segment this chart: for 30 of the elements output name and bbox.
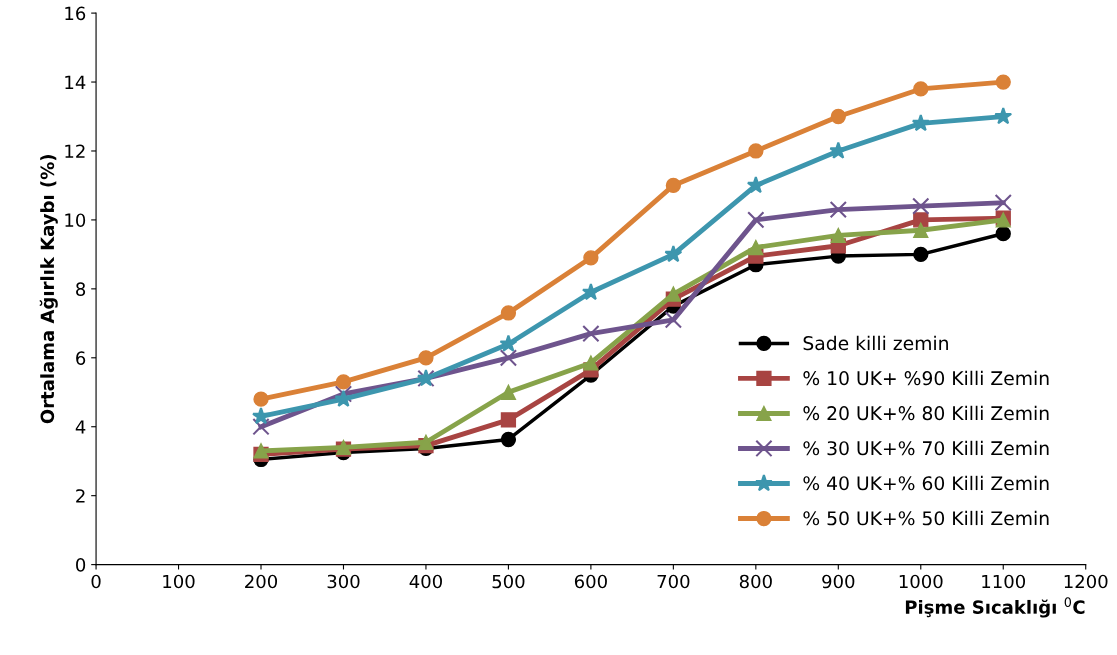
legend-label: % 10 UK+ %90 Killi Zemin [803, 370, 1049, 386]
x-tick-label: 200 [245, 574, 278, 589]
x-tick-label: 700 [657, 574, 690, 589]
x-tick-label: 300 [327, 574, 360, 589]
y-tick-label: 14 [65, 75, 86, 89]
x-tick-label: 100 [163, 574, 195, 589]
y-tick-label: 8 [76, 282, 86, 296]
x-tick-label: 500 [492, 574, 525, 589]
x-tick-label: 0 [91, 574, 101, 589]
legend-label: % 30 UK+% 70 Killi Zemin [803, 440, 1049, 456]
x-tick-label: 1100 [982, 574, 1026, 589]
x-tick-label: 1200 [1064, 574, 1108, 589]
x-tick-label: 1000 [899, 574, 943, 589]
legend-label: % 50 UK+% 50 Killi Zemin [803, 510, 1049, 526]
y-tick-label: 6 [76, 351, 86, 365]
x-tick-label: 800 [739, 574, 772, 589]
y-tick-label: 12 [65, 144, 85, 158]
x-tick-label: 900 [822, 574, 855, 589]
x-axis-title: Pişme Sıcaklığı $^{0}$C [905, 597, 1085, 618]
y-tick-label: 2 [76, 489, 85, 503]
y-tick-label: 0 [76, 558, 86, 572]
legend-label: % 40 UK+% 60 Killi Zemin [803, 475, 1049, 491]
y-axis-title: Ortalama Ağırlık Kaybı (%) [39, 155, 58, 424]
x-tick-label: 400 [409, 574, 442, 589]
y-tick-label: 16 [65, 6, 86, 21]
legend-label: % 20 UK+% 80 Killi Zemin [803, 405, 1049, 421]
y-tick-label: 4 [75, 420, 86, 434]
x-tick-label: 600 [574, 574, 607, 589]
y-tick-label: 10 [65, 213, 86, 228]
legend-label: Sade killi zemin [803, 335, 948, 351]
